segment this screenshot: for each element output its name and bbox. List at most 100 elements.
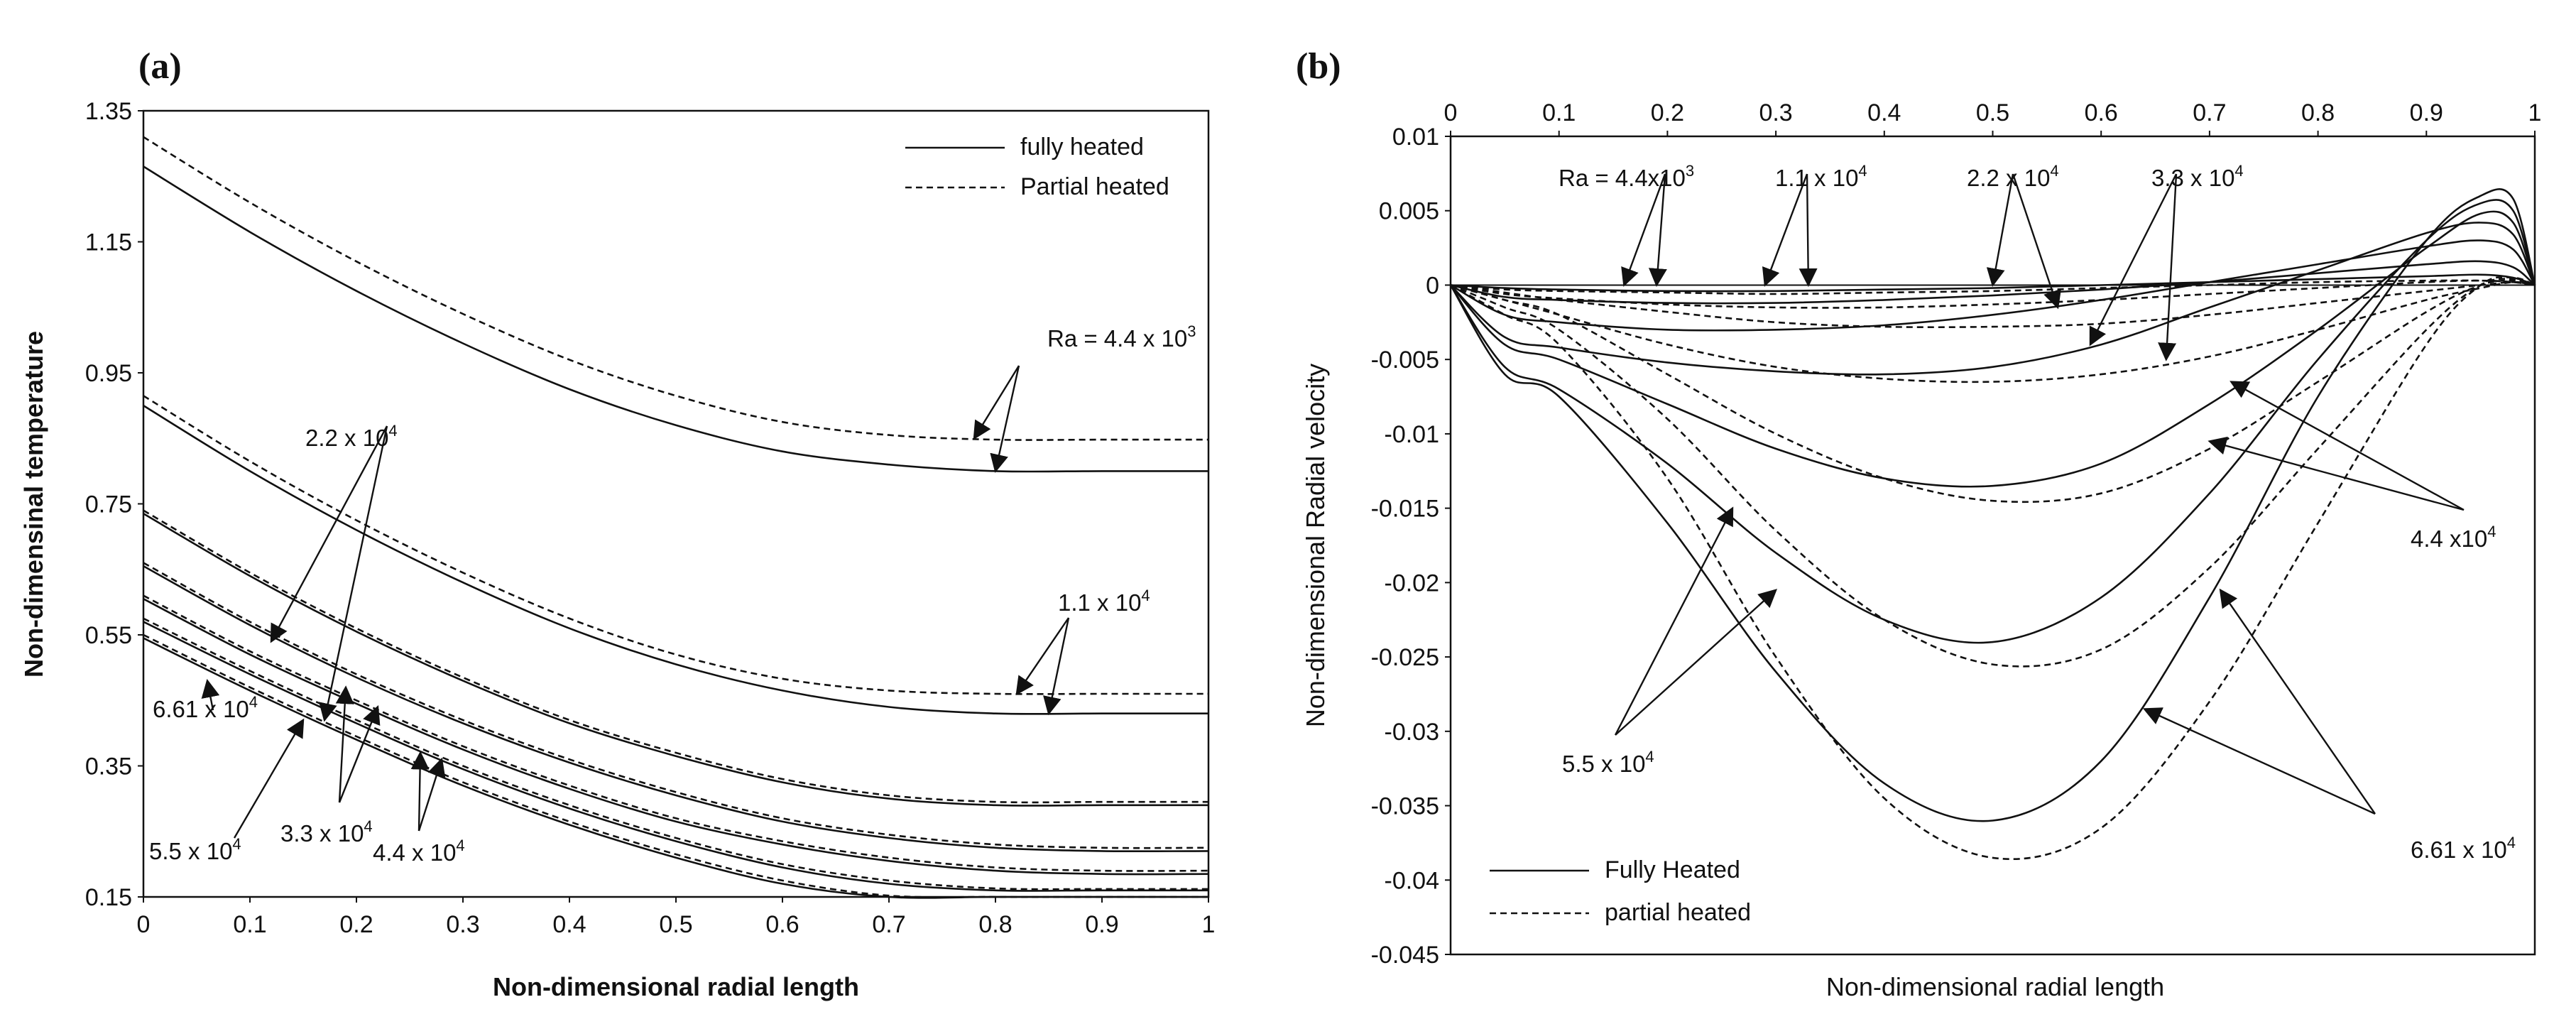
chart-a-annotation-arrow bbox=[1043, 617, 1070, 716]
chart-b-annotation-label: 1.1 x 104 bbox=[1775, 162, 1867, 191]
chart-a-legend: fully heated Partial heated bbox=[905, 134, 1169, 200]
chart-b-annotation-label: 5.5 x 104 bbox=[1562, 748, 1654, 777]
chart-a-x-tick-label: 0.9 bbox=[1085, 911, 1118, 938]
chart-b-x-axis-title: Non-dimensional radial length bbox=[1826, 972, 2164, 1001]
chart-a-annotations: Ra = 4.4 x 103 2.2 x 104 1.1 x 104 6.61 x 1… bbox=[149, 322, 1196, 866]
chart-a-y-tick-label: 0.15 bbox=[85, 884, 132, 911]
chart-a-annotation-arrow bbox=[233, 718, 305, 839]
chart-b-y-tick-label: 0.005 bbox=[1379, 198, 1439, 225]
chart-b-annotations: Ra = 4.4x103 1.1 x 104 2.2 x 104 3.3 x 104 4… bbox=[1559, 162, 2516, 863]
chart-b-series-ra-5-5-x-10-4-partial-heated bbox=[1450, 278, 2536, 668]
chart-b-y-tick-label: -0.03 bbox=[1385, 719, 1440, 746]
chart-a-annotation-label: 5.5 x 104 bbox=[149, 835, 241, 864]
chart-b-series-ra-2-2-x-10-4-partial-heated bbox=[1450, 281, 2536, 329]
chart-b-annotation-arrow bbox=[2219, 588, 2376, 815]
chart-b-legend-label: partial heated bbox=[1605, 899, 1751, 926]
chart-b-series-ra-6-61-x-10-4-fully-heated bbox=[1449, 188, 2536, 822]
chart-a-annotation-arrow bbox=[410, 751, 430, 832]
chart-b-y-tick-label: -0.01 bbox=[1385, 421, 1440, 448]
chart-a-series-ra-6-61-x-10-4-fully-heated bbox=[143, 637, 1208, 899]
chart-b-annotation-label: 6.61 x 104 bbox=[2411, 834, 2516, 863]
chart-b-annotation-arrow bbox=[2230, 381, 2465, 511]
chart-b-x-tick-label: 0.7 bbox=[2193, 99, 2226, 126]
chart-a-y-tick-label: 0.55 bbox=[85, 622, 132, 649]
chart-a-series-ra-3-3-x-10-4-fully-heated bbox=[143, 565, 1209, 853]
panel-label-b: (b) bbox=[1296, 46, 1341, 87]
chart-b-series bbox=[1449, 188, 2536, 861]
chart-a-series-ra-4-4-x-10-3-partial-heated bbox=[143, 136, 1208, 441]
chart-a-series-ra-2-2-x-10-4-fully-heated bbox=[143, 513, 1208, 807]
chart-b-series-ra-4-4x10-3-partial-heated bbox=[1450, 279, 2536, 295]
chart-a-x-tick-label: 0.1 bbox=[233, 911, 266, 938]
chart-a-series-ra-5-5-x-10-4-partial-heated bbox=[143, 617, 1209, 891]
chart-a-annotation-label: 6.61 x 104 bbox=[153, 693, 258, 722]
chart-b-x-tick-label: 0.2 bbox=[1651, 99, 1684, 126]
chart-a-y-axis-title: Non-dimensinal temperature bbox=[19, 331, 48, 677]
chart-b-y-tick-label: -0.025 bbox=[1371, 644, 1439, 671]
chart-a-series-ra-6-61-x-10-4-partial-heated bbox=[143, 633, 1208, 898]
chart-a-series bbox=[143, 136, 1209, 899]
chart-b-series-ra-6-61-x-10-4-partial-heated bbox=[1450, 276, 2536, 861]
chart-b-annotation-label: 4.4 x104 bbox=[2411, 523, 2496, 552]
chart-b-annotation-arrow bbox=[1648, 173, 1667, 288]
chart-a-annotation-arrow bbox=[1015, 617, 1069, 696]
chart-b-x-tick-label: 1 bbox=[2528, 99, 2542, 126]
chart-b-y-tick-label: -0.04 bbox=[1385, 867, 1440, 894]
chart-b-x-tick-label: 0.4 bbox=[1867, 99, 1901, 126]
chart-b: (b) 0.01 0.005 0 -0.005 -0.01 -0.015 -0.02 -0.0… bbox=[1296, 46, 2541, 1001]
chart-b-series-ra-1-1-x-10-4-partial-heated bbox=[1450, 279, 2536, 309]
chart-a-x-tick-label: 0.8 bbox=[978, 911, 1012, 938]
chart-b-annotation-label: 3.3 x 104 bbox=[2151, 162, 2244, 191]
chart-b-y-ticks: 0.01 0.005 0 -0.005 -0.01 -0.015 -0.02 -0.025 -0… bbox=[1371, 124, 1451, 969]
chart-a-y-tick-label: 0.75 bbox=[85, 491, 132, 518]
chart-b-legend: Fully Heated partial heated bbox=[1490, 856, 1751, 926]
chart-b-plot-frame bbox=[1449, 135, 2536, 956]
chart-a-series-ra-1-1-x-10-4-partial-heated bbox=[143, 395, 1208, 695]
chart-b-y-tick-label: -0.045 bbox=[1371, 942, 1439, 969]
chart-a-x-tick-label: 0 bbox=[137, 911, 151, 938]
chart-b-x-tick-label: 0.5 bbox=[1976, 99, 2009, 126]
chart-a-series-ra-1-1-x-10-4-fully-heated bbox=[143, 404, 1208, 715]
chart-b-y-tick-label: 0 bbox=[1426, 272, 1439, 299]
chart-a-annotation-label: 1.1 x 104 bbox=[1058, 587, 1150, 616]
chart-a-x-axis-title: Non-dimensional radial length bbox=[493, 972, 859, 1001]
chart-b-series-ra-3-3-x-10-4-partial-heated bbox=[1450, 281, 2536, 383]
chart-b-annotation-arrow bbox=[2089, 173, 2178, 347]
chart-a-series-ra-4-4-x-10-3-fully-heated bbox=[143, 165, 1208, 473]
chart-b-x-tick-label: 0.1 bbox=[1542, 99, 1576, 126]
chart-b-annotation-arrow bbox=[2142, 707, 2376, 815]
chart-b-series-ra-5-5-x-10-4-fully-heated bbox=[1449, 199, 2536, 644]
chart-b-annotation-arrow bbox=[2207, 436, 2465, 511]
chart-a-annotation-arrow bbox=[270, 425, 388, 643]
chart-a-annotation-arrow bbox=[335, 685, 354, 803]
chart-a-x-ticks: 0 0.1 0.2 0.3 0.4 0.5 0.6 0.7 0.8 0.9 1 bbox=[137, 897, 1215, 938]
chart-b-annotation-arrow bbox=[1799, 173, 1818, 288]
chart-a-y-tick-label: 1.35 bbox=[85, 98, 132, 125]
chart-a-series-ra-4-4-x-10-4-partial-heated bbox=[143, 594, 1209, 872]
chart-b-x-tick-label: 0.9 bbox=[2410, 99, 2443, 126]
chart-b-x-ticks: 0 0.1 0.2 0.3 0.4 0.5 0.6 0.7 0.8 0.9 1 bbox=[1444, 99, 2542, 286]
chart-a: (a) 0.15 0.35 0.55 0.75 0.95 1.15 1.35 0 0.1 0.2… bbox=[19, 46, 1215, 1001]
chart-b-annotation-arrow bbox=[2012, 173, 2061, 310]
chart-b-series-ra-4-4-x-10-4-fully-heated bbox=[1450, 210, 2536, 488]
chart-b-x-tick-label: 0.6 bbox=[2085, 99, 2118, 126]
chart-a-annotation-label: 4.4 x 104 bbox=[373, 837, 465, 866]
chart-b-series-ra-4-4x10-3-fully-heated bbox=[1450, 273, 2536, 293]
chart-b-y-tick-label: -0.015 bbox=[1371, 496, 1439, 523]
chart-a-annotation-arrow bbox=[201, 679, 220, 711]
chart-a-x-tick-label: 0.4 bbox=[552, 911, 586, 938]
chart-a-annotation-arrow bbox=[417, 757, 446, 832]
chart-a-annotation-arrow bbox=[990, 365, 1020, 473]
chart-a-plot-frame bbox=[142, 109, 1210, 898]
panel-label-a: (a) bbox=[138, 46, 182, 87]
chart-b-series-ra-4-4-x-10-4-partial-heated bbox=[1450, 279, 2536, 503]
chart-a-y-tick-label: 0.95 bbox=[85, 360, 132, 387]
chart-a-series-ra-4-4-x-10-4-fully-heated bbox=[143, 598, 1209, 876]
chart-b-x-tick-label: 0.8 bbox=[2301, 99, 2335, 126]
chart-a-annotation-arrow bbox=[338, 705, 381, 803]
chart-b-annotation-arrow bbox=[1621, 173, 1666, 287]
chart-a-series-ra-2-2-x-10-4-partial-heated bbox=[143, 509, 1208, 804]
chart-a-y-ticks: 0.15 0.35 0.55 0.75 0.95 1.15 1.35 bbox=[85, 98, 143, 911]
chart-a-annotation-arrow bbox=[973, 365, 1020, 440]
chart-a-annotation-label: 2.2 x 104 bbox=[305, 422, 398, 451]
